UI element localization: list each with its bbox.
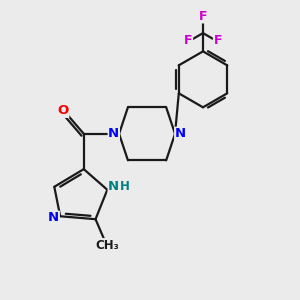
Text: N: N — [108, 127, 119, 140]
Text: N: N — [108, 180, 119, 193]
Text: H: H — [120, 180, 130, 193]
Text: F: F — [184, 34, 193, 47]
Text: CH₃: CH₃ — [95, 238, 119, 252]
Text: F: F — [214, 34, 222, 47]
Text: F: F — [199, 10, 207, 23]
Text: N: N — [48, 211, 59, 224]
Text: N: N — [175, 127, 186, 140]
Text: O: O — [58, 104, 69, 117]
